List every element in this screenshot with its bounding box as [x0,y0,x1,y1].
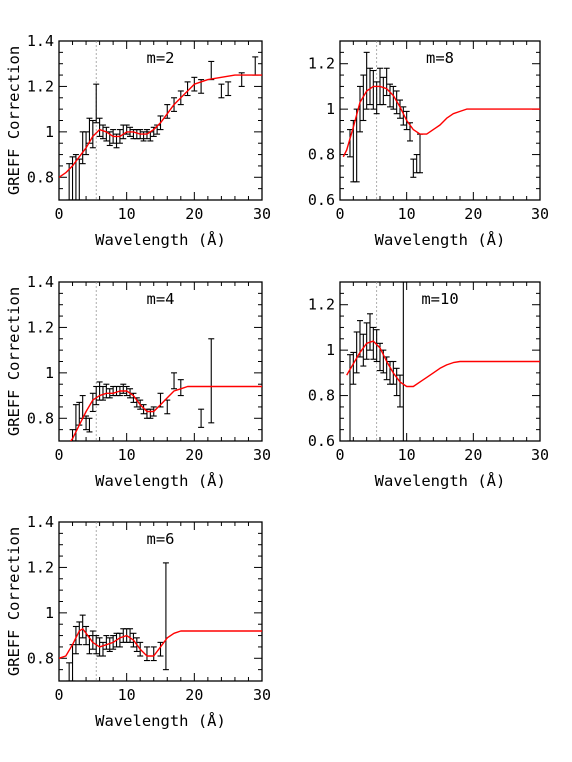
x-tick-label: 30 [253,446,271,464]
model-curve [342,85,540,158]
y-tick-label: 1 [326,100,335,118]
x-tick-label: 20 [185,205,203,223]
y-tick-label: 0.6 [308,432,335,450]
y-tick-label: 0.6 [308,191,335,209]
y-tick-label: 1.2 [308,296,335,314]
x-tick-label: 0 [335,205,344,223]
chart-panel: 0 10 20 30 0.8 1 1.2 1.4 Wavelength (Å) GREFF Cor… [5,32,271,249]
model-curve [346,340,540,388]
x-axis-label: Wavelength (Å) [95,230,226,249]
x-tick-label: 30 [531,205,549,223]
x-tick-label: 10 [118,686,136,704]
x-tick-label: 20 [464,446,482,464]
chart-panel: 0 10 20 30 0.8 1 1.2 1.4 Wavelength (Å) GREFF Cor… [5,513,271,730]
panel-title: m=10 [421,290,458,308]
y-tick-label: 0.8 [27,409,54,427]
x-axis-label: Wavelength (Å) [375,230,506,249]
x-tick-label: 10 [398,446,416,464]
y-tick-label: 1 [45,123,54,141]
x-tick-label: 0 [54,446,63,464]
chart-panel: 0 10 20 30 0.6 0.8 1 1.2 Wavelength (Å) m=10 [308,281,549,490]
series-group [59,562,262,681]
y-tick-label: 1.4 [27,513,54,531]
y-tick-label: 1.2 [27,558,54,576]
chart-panel: 0 10 20 30 0.6 0.8 1 1.2 Wavelength (Å) m=8 [308,40,549,249]
y-tick-label: 1.2 [27,318,54,336]
y-axis-label: GREFF Correction [5,46,23,195]
y-tick-label: 1.2 [27,77,54,95]
x-tick-label: 20 [185,686,203,704]
x-tick-label: 0 [335,446,344,464]
series-group [346,282,540,441]
series-group [69,338,262,441]
y-axis-label: GREFF Correction [5,287,23,436]
x-tick-label: 0 [54,205,63,223]
y-tick-label: 1.4 [27,273,54,291]
y-tick-label: 1.2 [308,55,335,73]
panel-title: m=8 [426,49,454,67]
x-tick-label: 30 [253,686,271,704]
y-tick-label: 1.4 [27,32,54,50]
series-group [342,51,540,183]
x-tick-label: 30 [253,205,271,223]
model-curve [69,385,262,441]
x-tick-label: 10 [118,205,136,223]
x-tick-label: 0 [54,686,63,704]
y-tick-label: 0.8 [27,168,54,186]
series-group [59,56,262,200]
chart-panel: 0 10 20 30 0.8 1 1.2 1.4 Wavelength (Å) GREFF Cor… [5,273,271,490]
y-tick-label: 0.8 [308,146,335,164]
panel-title: m=6 [147,530,175,548]
x-tick-label: 30 [531,446,549,464]
y-tick-label: 1 [45,604,54,622]
x-tick-label: 10 [398,205,416,223]
x-axis-label: Wavelength (Å) [95,711,226,730]
x-axis-label: Wavelength (Å) [95,471,226,490]
x-tick-label: 10 [118,446,136,464]
y-tick-label: 1 [326,341,335,359]
x-tick-label: 20 [185,446,203,464]
x-tick-label: 20 [464,205,482,223]
panel-title: m=4 [147,290,175,308]
model-curve [59,74,262,178]
panel-title: m=2 [147,49,175,67]
model-curve [59,628,262,659]
x-axis-label: Wavelength (Å) [375,471,506,490]
y-axis-label: GREFF Correction [5,527,23,676]
y-tick-label: 0.8 [27,649,54,667]
y-tick-label: 0.8 [308,387,335,405]
y-tick-label: 1 [45,364,54,382]
